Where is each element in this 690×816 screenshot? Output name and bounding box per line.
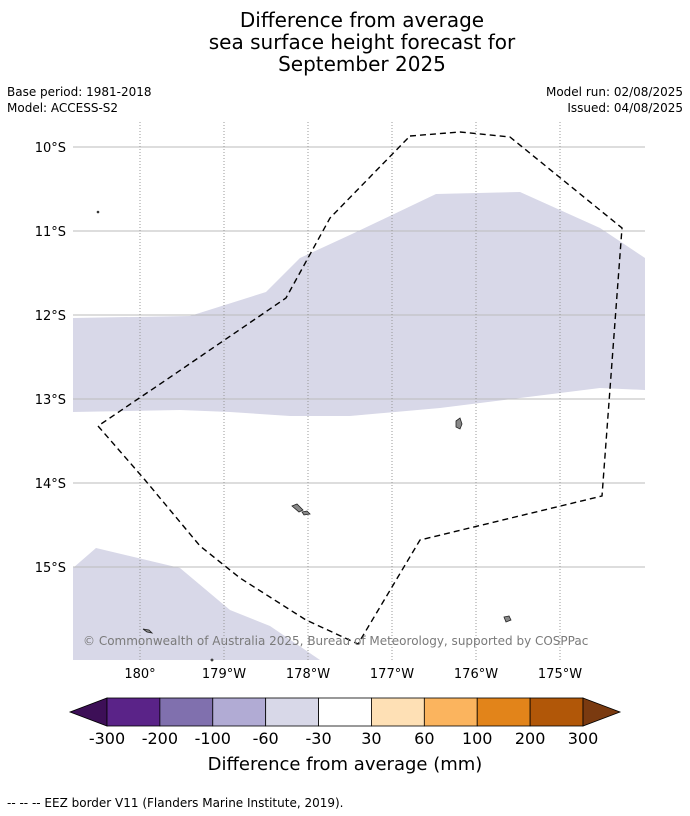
colorbar-label: Difference from average (mm) <box>208 754 483 775</box>
colorbar-cell <box>529 697 584 727</box>
colorbar-tick-label: -300 <box>89 729 125 748</box>
colorbar-tick-label: 100 <box>462 729 493 748</box>
latitude-gridlines <box>73 146 645 568</box>
islands <box>96 210 512 662</box>
lat-label: 11°S <box>35 225 66 240</box>
lon-label: 176°W <box>454 667 498 682</box>
lat-label: 15°S <box>35 561 66 576</box>
colorbar-under-arrow <box>68 697 108 727</box>
island-north <box>455 417 463 430</box>
model-run-text: Model run: 02/08/2025 <box>545 85 683 99</box>
anomaly-regions <box>73 192 645 660</box>
island-west-b <box>301 510 311 516</box>
eez-legend-note: -- -- -- EEZ border V11 (Flanders Marine… <box>7 796 344 810</box>
colorbar-tick-label: -200 <box>142 729 178 748</box>
model-info: Base period: 1981-2018 Model: ACCESS-S2 <box>7 84 152 116</box>
colorbar-tick-label: -100 <box>195 729 231 748</box>
lon-label: 180° <box>124 667 155 682</box>
colorbar-cell <box>106 697 161 727</box>
colorbar-tick-label: 300 <box>568 729 599 748</box>
issued-text: Issued: 04/08/2025 <box>567 101 683 115</box>
colorbar-tick-label: 200 <box>515 729 546 748</box>
title-line-1: Difference from average <box>239 8 485 32</box>
colorbar-cell <box>212 697 267 727</box>
map-title: Difference from average sea surface heig… <box>0 9 690 75</box>
run-info: Model run: 02/08/2025 Issued: 04/08/2025 <box>546 84 683 116</box>
lon-label: 178°W <box>286 667 330 682</box>
island-dot <box>96 210 100 214</box>
eez-border <box>96 131 623 645</box>
island-east <box>503 615 512 623</box>
lat-label: 13°S <box>35 393 66 408</box>
colorbar-cell <box>265 697 319 727</box>
lat-label: 12°S <box>35 309 66 324</box>
colorbar-tick-labels: -300 -200 -100 -60 -30 30 60 100 200 300 <box>89 729 598 748</box>
island-southwest <box>142 628 154 634</box>
colorbar: -300 -200 -100 -60 -30 30 60 100 200 300 Differen… <box>68 697 622 775</box>
island-west-a <box>291 503 304 513</box>
latitude-labels: 10°S 11°S 12°S 13°S 14°S 15°S <box>35 141 66 576</box>
lat-label: 10°S <box>35 141 66 156</box>
colorbar-tick-label: 60 <box>414 729 434 748</box>
lon-label: 175°W <box>538 667 582 682</box>
colorbar-tick-label: -60 <box>253 729 279 748</box>
title-line-2: sea surface height forecast for <box>208 30 516 54</box>
island-dot <box>210 658 214 662</box>
lat-label: 14°S <box>35 477 66 492</box>
colorbar-tick-label: 30 <box>361 729 381 748</box>
model-text: Model: ACCESS-S2 <box>7 101 119 115</box>
colorbar-cell <box>318 697 372 727</box>
base-period-text: Base period: 1981-2018 <box>7 85 152 99</box>
colorbar-cells <box>106 697 584 727</box>
colorbar-cell <box>423 697 478 727</box>
copyright-text: © Commonwealth of Australia 2025, Bureau… <box>83 634 588 648</box>
anomaly-region-north <box>73 192 645 416</box>
colorbar-tick-label: -30 <box>305 729 331 748</box>
colorbar-cell <box>371 697 425 727</box>
colorbar-over-arrow <box>582 697 622 727</box>
anomaly-region-south <box>73 548 320 660</box>
colorbar-cell <box>476 697 531 727</box>
lon-label: 179°W <box>202 667 246 682</box>
longitude-labels: 180° 179°W 178°W 177°W 176°W 175°W <box>124 667 582 682</box>
colorbar-cell <box>159 697 214 727</box>
title-line-3: September 2025 <box>278 52 446 76</box>
lon-label: 177°W <box>370 667 414 682</box>
